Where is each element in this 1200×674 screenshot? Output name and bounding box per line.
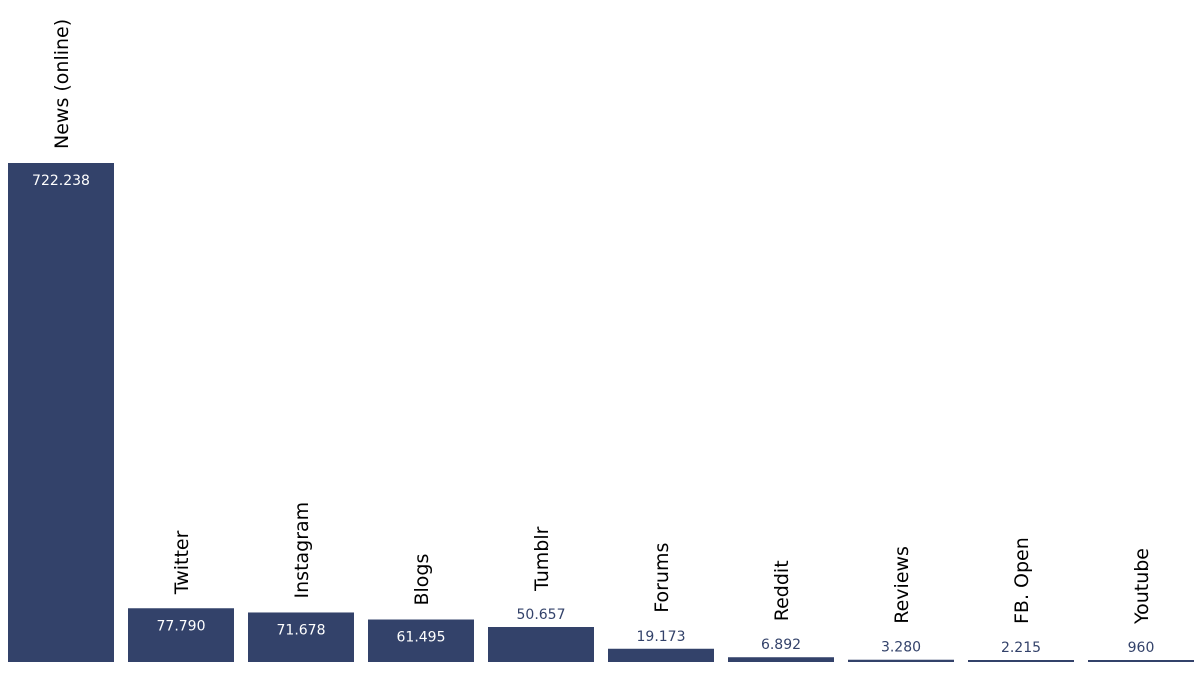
- category-label-3: Blogs: [411, 554, 433, 606]
- value-label-7: 3.280: [881, 640, 921, 656]
- category-label-4: Tumblr: [531, 526, 553, 592]
- value-label-3: 61.495: [397, 630, 446, 646]
- category-label-2: Instagram: [291, 502, 313, 599]
- value-label-2: 71.678: [277, 622, 326, 638]
- bar-1: [128, 608, 234, 662]
- bar-5: [608, 648, 714, 662]
- value-label-6: 6.892: [761, 637, 801, 653]
- bar-0: [8, 163, 114, 662]
- category-label-1: Twitter: [171, 530, 193, 595]
- category-label-0: News (online): [51, 19, 73, 149]
- bar-8: [968, 660, 1074, 662]
- category-label-5: Forums: [651, 543, 673, 613]
- value-label-8: 2.215: [1001, 640, 1041, 656]
- category-label-7: Reviews: [891, 546, 913, 624]
- bar-4: [488, 627, 594, 662]
- value-label-1: 77.790: [157, 618, 206, 634]
- bar-9: [1088, 660, 1194, 662]
- bar-2: [248, 612, 354, 662]
- value-label-9: 960: [1128, 640, 1155, 656]
- value-label-4: 50.657: [517, 607, 566, 623]
- value-label-5: 19.173: [637, 629, 686, 645]
- category-label-8: FB. Open: [1011, 537, 1033, 624]
- bar-7: [848, 659, 954, 662]
- value-label-0: 722.238: [32, 173, 90, 189]
- category-label-6: Reddit: [771, 560, 793, 621]
- bar-6: [728, 657, 834, 662]
- bar-3: [368, 619, 474, 662]
- category-label-9: Youtube: [1131, 548, 1153, 625]
